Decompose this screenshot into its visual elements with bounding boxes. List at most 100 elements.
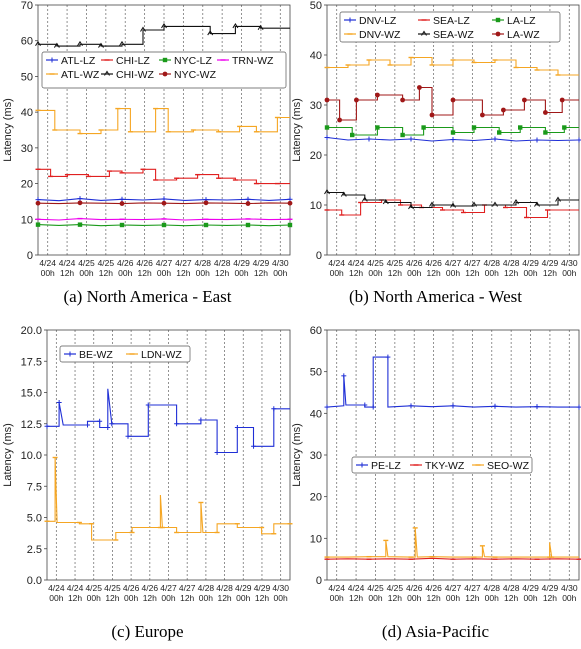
series-line-chi-wz [38,25,290,47]
x-tick-label: 12h [427,593,441,603]
marker [375,92,380,98]
x-tick-label: 00h [161,593,175,603]
y-tick-label: 10.0 [21,450,42,462]
x-tick-label: 12h [180,593,194,603]
marker [354,97,359,103]
x-tick-label: 4/28 [216,583,233,593]
marker [543,110,548,115]
series-trn-wz [35,217,293,221]
x-tick-label: 4/25 [85,583,102,593]
y-tick-label: 2.5 [27,544,42,556]
x-tick-label: 12h [143,593,157,603]
legend-label: BE-WZ [79,349,113,361]
marker [421,30,427,36]
series-atl-wz [35,107,290,135]
y-tick-label: 0 [316,575,322,587]
x-tick-label: 12h [255,593,269,603]
x-tick-label: 4/30 [561,583,578,593]
x-tick-label: 4/24 [348,258,365,268]
y-axis-label: Latency (ms) [2,423,14,487]
series-sea-wz [324,189,579,210]
x-tick-label: 00h [485,593,499,603]
marker [287,222,293,228]
series-seo-wz [324,527,579,558]
x-tick-label: 4/25 [387,583,404,593]
x-tick-label: 4/30 [272,258,289,268]
y-tick-label: 60 [310,325,322,337]
marker [417,85,422,90]
x-tick-label: 4/27 [464,258,481,268]
marker [480,112,485,118]
y-tick-label: 30 [310,450,322,462]
x-tick-label: 4/26 [123,583,140,593]
x-tick-label: 12h [215,268,229,278]
x-tick-label: 4/27 [160,583,177,593]
y-tick-label: 30 [21,143,33,155]
x-tick-label: 12h [138,268,152,278]
marker [497,130,502,135]
x-tick-label: 4/28 [483,258,500,268]
x-tick-label: 12h [217,593,231,603]
legend-entry-nyc-wz: NYC-WZ [159,69,217,81]
x-tick-label: 4/25 [78,258,95,268]
series-line-la-lz [327,126,579,136]
x-tick-label: 4/24 [39,258,56,268]
x-tick-label: 00h [234,268,248,278]
x-tick-label: 00h [446,593,460,603]
series-la-lz [324,125,579,138]
legend-label: SEO-WZ [487,460,530,472]
x-tick-label: 00h [368,593,382,603]
x-tick-label: 4/27 [175,258,192,268]
y-tick-label: 70 [21,0,33,12]
marker [104,70,110,76]
series-pe-lz [324,354,581,410]
legend-label: TRN-WZ [232,55,274,67]
caption-d: (d) Asia-Pacific [381,622,490,641]
legend-label: DNV-WZ [359,29,401,41]
series-line-atl-wz [38,108,290,135]
marker [140,26,146,32]
legend-entry-chi-lz: CHI-LZ [101,55,150,67]
marker [471,125,477,130]
legend: BE-WZ LDN-WZ [59,345,191,363]
x-tick-label: 4/26 [117,258,134,268]
y-tick-label: 40 [310,50,322,62]
legend-label: PE-LZ [371,460,401,472]
series-sea-lz [324,199,579,219]
y-tick-label: 50 [310,367,322,379]
series-nyc-wz [35,200,293,206]
marker [98,42,104,48]
x-tick-label: 12h [105,593,119,603]
legend-entry-ldn-wz: LDN-WZ [126,349,182,361]
x-tick-label: 4/29 [542,583,559,593]
x-tick-label: 4/27 [445,583,462,593]
marker [400,97,405,103]
legend-label: SEA-LZ [433,15,470,27]
legend-box [59,345,191,363]
x-tick-label: 12h [504,593,518,603]
x-tick-label: 4/25 [98,258,115,268]
y-tick-label: 50 [310,0,322,12]
marker [162,57,168,63]
legend-entry-pe-lz: PE-LZ [356,460,401,472]
x-tick-label: 4/26 [425,583,442,593]
y-tick-label: 0 [316,250,322,262]
marker [471,201,477,207]
y-axis-label: Latency (ms) [291,98,303,162]
legend-entry-be-wz: BE-WZ [64,349,113,361]
y-tick-label: 12.5 [21,419,42,431]
legend-label: LA-LZ [507,15,536,27]
y-tick-label: 7.5 [27,481,42,493]
marker [232,22,239,29]
legend-entry-chi-wz: CHI-WZ [101,69,154,81]
marker [245,201,251,206]
marker [559,97,565,103]
legend-label: TKY-WZ [425,460,465,472]
x-tick-label: 4/26 [406,258,423,268]
marker [408,204,414,210]
legend-entry-trn-wz: TRN-WZ [217,55,274,67]
x-tick-label: 4/29 [254,583,271,593]
marker [245,222,251,228]
legend-label: ATL-LZ [61,55,96,67]
legend-entry-la-wz: LA-WZ [492,29,540,41]
